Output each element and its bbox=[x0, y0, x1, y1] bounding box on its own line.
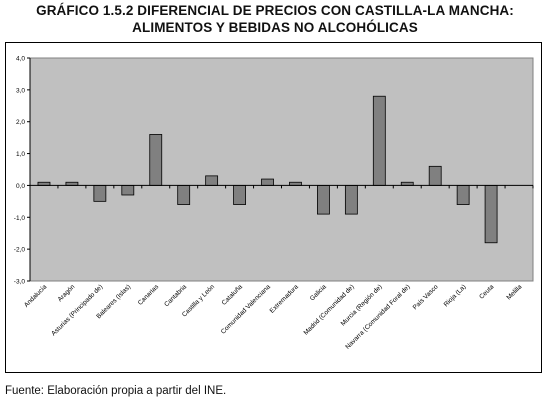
x-tick-label: País Vasco bbox=[412, 283, 440, 311]
bar-15 bbox=[456, 185, 470, 205]
x-tick-label: Ceuta bbox=[478, 283, 495, 300]
bar-14 bbox=[428, 165, 442, 186]
plot-area bbox=[29, 57, 534, 282]
y-tick-label: -2,0 bbox=[14, 247, 26, 254]
source-note: Fuente: Elaboración propia a partir del … bbox=[5, 385, 227, 397]
bar-8 bbox=[261, 178, 274, 186]
x-tick-label: Extremadura bbox=[269, 283, 301, 315]
x-tick-label: Melilla bbox=[505, 283, 523, 301]
bar-11 bbox=[344, 185, 358, 215]
x-tick-label: Rioja (La) bbox=[443, 283, 468, 308]
chart-title-line-1: GRÁFICO 1.5.2 DIFERENCIAL DE PRECIOS CON… bbox=[36, 3, 514, 18]
x-tick-label: Asturias (Principado de) bbox=[50, 283, 104, 337]
bar-2 bbox=[93, 185, 107, 202]
bar-5 bbox=[177, 185, 191, 205]
bar-4 bbox=[149, 134, 163, 186]
bar-7 bbox=[233, 185, 246, 205]
x-tick-label: Comunidad Valenciana bbox=[220, 283, 272, 335]
bar-3 bbox=[121, 185, 135, 196]
chart-title-line-2: ALIMENTOS Y BEBIDAS NO ALCOHÓLICAS bbox=[132, 20, 418, 35]
y-tick-label: 2,0 bbox=[16, 119, 25, 126]
bar-10 bbox=[317, 185, 330, 215]
y-tick-label: 1,0 bbox=[16, 151, 25, 158]
y-tick-label: 0,0 bbox=[16, 183, 25, 190]
y-tick-label: 4,0 bbox=[16, 56, 25, 63]
x-tick-label: Cantabria bbox=[163, 283, 188, 308]
x-tick-label: Canarias bbox=[137, 283, 161, 307]
x-tick-label: Galicia bbox=[309, 283, 328, 302]
y-tick-label: 3,0 bbox=[16, 87, 25, 94]
x-tick-label: Aragón bbox=[57, 283, 77, 303]
chart-frame: 4,0 3,0 2,0 1,0 0,0 -1,0 -2,0 -3,0 Andalucía Ara… bbox=[5, 42, 542, 373]
bar-16 bbox=[484, 185, 498, 244]
bar-chart: 4,0 3,0 2,0 1,0 0,0 -1,0 -2,0 -3,0 Andalucía Ara… bbox=[14, 56, 534, 351]
y-tick-label: -3,0 bbox=[14, 279, 26, 286]
y-tick-label: -1,0 bbox=[14, 215, 26, 222]
bar-12 bbox=[372, 95, 386, 186]
x-tick-label: Cataluña bbox=[221, 283, 245, 307]
x-tick-label: Madrid (Comunidad de) bbox=[303, 283, 356, 336]
x-tick-label: Andalucía bbox=[23, 283, 49, 309]
bar-6 bbox=[205, 175, 219, 186]
